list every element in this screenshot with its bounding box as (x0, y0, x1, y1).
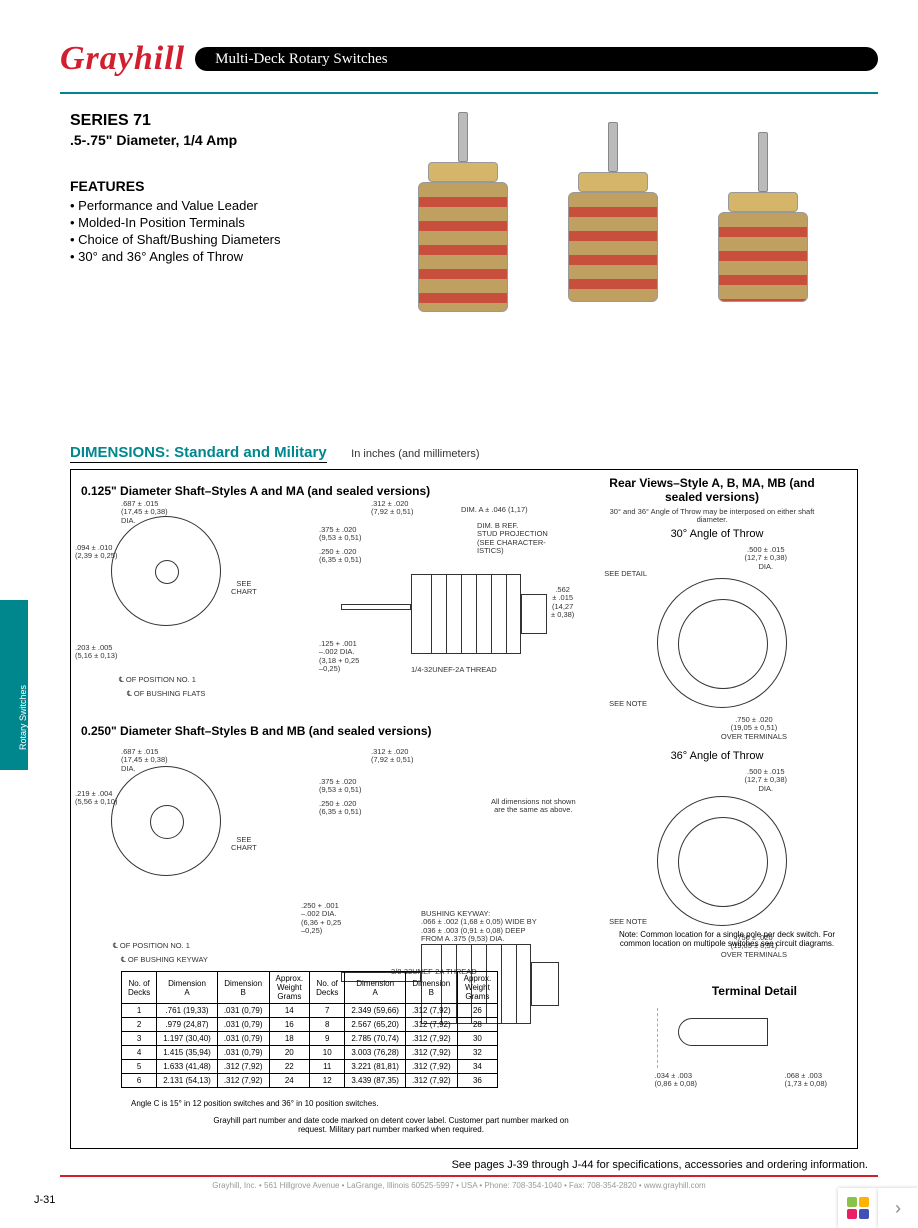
callout: .375 ± .020 (9,53 ± 0,51) (319, 526, 361, 543)
deck-dimension-table: No. of DecksDimension ADimension BApprox… (121, 971, 498, 1088)
callout: SEE CHART (231, 836, 257, 853)
callout: .312 ± .020 (7,92 ± 0,51) (371, 748, 413, 765)
header-divider (60, 92, 878, 94)
callout: SEE NOTE (609, 918, 647, 926)
front-view-a (111, 516, 221, 626)
callout: .250 + .001 –.002 DIA. (6,36 + 0,25 –0,2… (301, 902, 341, 935)
table-note-2: Grayhill part number and date code marke… (201, 1116, 581, 1134)
footer-divider (60, 1175, 878, 1177)
front-view-b (111, 766, 221, 876)
rear-common-note: Note: Common location for a single pole … (617, 930, 837, 948)
callout: .125 + .001 –.002 DIA. (3,18 + 0,25 –0,2… (319, 640, 359, 673)
dimensions-box: 0.125" Diameter Shaft–Styles A and MA (a… (70, 469, 858, 1149)
terminal-detail-drawing (657, 1008, 817, 1068)
callout: .250 ± .020 (6,35 ± 0,51) (319, 548, 361, 565)
side-tab: Rotary Switches (0, 600, 28, 770)
page-nav-widget: › (838, 1188, 918, 1228)
callout: .687 ± .015 (17,45 ± 0,38) DIA. (121, 748, 168, 773)
rear-sub-note: 30° and 36° Angle of Throw may be interp… (597, 508, 827, 525)
callout: .094 ± .010 (2,39 ± 0,25) (75, 544, 117, 561)
callout: .750 ± .020 (19,05 ± 0,51) OVER TERMINAL… (721, 716, 787, 741)
see-pages-note: See pages J-39 through J-44 for specific… (0, 1159, 868, 1171)
callout: .312 ± .020 (7,92 ± 0,51) (371, 500, 413, 517)
callout: .250 ± .020 (6,35 ± 0,51) (319, 800, 361, 817)
rear-view-30 (657, 578, 787, 708)
callout: SEE NOTE (609, 700, 647, 708)
callout: 1/4-32UNEF-2A THREAD (411, 666, 497, 674)
side-tab-label: Rotary Switches (18, 685, 28, 750)
angle-30-label: 30° Angle of Throw (617, 528, 817, 540)
callout: ℄ OF POSITION NO. 1 (113, 942, 190, 950)
callout: ℄ OF BUSHING FLATS (127, 690, 205, 698)
header: Grayhill Multi-Deck Rotary Switches (0, 40, 918, 78)
callout: .219 ± .004 (5,56 ± 0,10) (75, 790, 117, 807)
callout: SEE DETAIL (604, 570, 647, 578)
nav-logo-icon[interactable] (838, 1188, 878, 1228)
callout: .500 ± .015 (12,7 ± 0,38) DIA. (745, 768, 787, 793)
terminal-detail-title: Terminal Detail (712, 984, 797, 998)
callout: .068 ± .003 (1,73 ± 0,08) (785, 1072, 827, 1089)
callout: DIM. B REF. STUD PROJECTION (SEE CHARACT… (477, 522, 548, 555)
angle-36-label: 36° Angle of Throw (617, 750, 817, 762)
section-b-title: 0.250" Diameter Shaft–Styles B and MB (a… (81, 724, 431, 738)
side-view-a (341, 554, 551, 674)
callout: BUSHING KEYWAY: .066 ± .002 (1,68 ± 0,05… (421, 910, 537, 943)
callout: ℄ OF POSITION NO. 1 (119, 676, 196, 684)
callout: .500 ± .015 (12,7 ± 0,38) DIA. (745, 546, 787, 571)
dimensions-unit: In inches (and millimeters) (351, 448, 479, 460)
header-category: Multi-Deck Rotary Switches (195, 47, 878, 71)
dimensions-title: DIMENSIONS: Standard and Military (70, 444, 327, 463)
rear-views-title: Rear Views–Style A, B, MA, MB (and seale… (607, 476, 817, 504)
callout: .562 ± .015 (14,27 ± 0,38) (551, 586, 574, 619)
nav-next-icon[interactable]: › (878, 1188, 918, 1228)
callout: DIM. A ± .046 (1,17) (461, 506, 528, 514)
content: SERIES 71 .5-.75" Diameter, 1/4 Amp FEAT… (70, 112, 858, 1149)
rear-view-36 (657, 796, 787, 926)
callout: .375 ± .020 (9,53 ± 0,51) (319, 778, 361, 795)
page-number: J-31 (34, 1194, 55, 1206)
footer-company-line: Grayhill, Inc. • 561 Hillgrove Avenue • … (0, 1181, 918, 1190)
callout: .034 ± .003 (0,86 ± 0,08) (655, 1072, 697, 1089)
callout: .203 ± .005 (5,16 ± 0,13) (75, 644, 117, 661)
callout: All dimensions not shown are the same as… (491, 798, 576, 815)
callout: .687 ± .015 (17,45 ± 0,38) DIA. (121, 500, 168, 525)
product-photo (418, 102, 838, 312)
callout: SEE CHART (231, 580, 257, 597)
table-note-1: Angle C is 15° in 12 position switches a… (131, 1099, 378, 1108)
brand-logo: Grayhill (60, 40, 185, 78)
callout: ℄ OF BUSHING KEYWAY (121, 956, 208, 964)
